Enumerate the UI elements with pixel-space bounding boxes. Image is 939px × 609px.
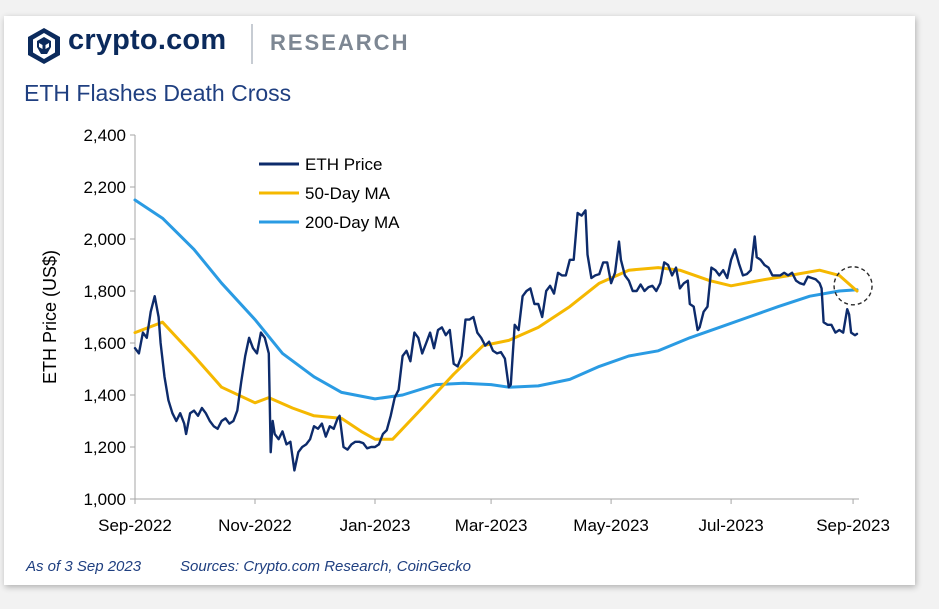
- y-tick-label: 1,400: [83, 386, 126, 405]
- sources-note: Sources: Crypto.com Research, CoinGecko: [180, 558, 471, 575]
- x-tick-label: May-2023: [573, 516, 649, 535]
- y-tick-label: 1,200: [83, 438, 126, 457]
- y-tick-label: 1,000: [83, 490, 126, 509]
- legend-label: 50-Day MA: [305, 184, 391, 203]
- chart-series-lines: [133, 198, 859, 472]
- death-cross-circle: [833, 266, 873, 306]
- y-axis-title: ETH Price (US$): [40, 250, 60, 384]
- x-tick-label: Nov-2022: [218, 516, 292, 535]
- as-of-note: As of 3 Sep 2023: [26, 558, 142, 575]
- y-tick-label: 2,000: [83, 230, 126, 249]
- header-divider: [251, 24, 253, 64]
- brand-name: crypto.com: [68, 24, 227, 56]
- x-tick-label: Jan-2023: [340, 516, 411, 535]
- y-tick-label: 1,600: [83, 334, 126, 353]
- report-card: crypto.com RESEARCH ETH Flashes Death Cr…: [4, 16, 915, 585]
- crypto-com-lion-shield-icon: [28, 28, 60, 64]
- chart-axes: 1,000 1,200 1,400 1,600 1,800 2,000 2,200 2,400…: [40, 126, 890, 535]
- x-tick-label: Sep-2023: [816, 516, 890, 535]
- y-tick-label: 2,200: [83, 178, 126, 197]
- section-name: RESEARCH: [270, 30, 410, 55]
- x-tick-label: Sep-2022: [98, 516, 172, 535]
- eth-price-chart: 1,000 1,200 1,400 1,600 1,800 2,000 2,200 2,400…: [40, 126, 890, 535]
- legend-label: 200-Day MA: [305, 213, 400, 232]
- x-tick-label: Jul-2023: [698, 516, 763, 535]
- x-tick-label: Mar-2023: [455, 516, 528, 535]
- y-tick-label: 2,400: [83, 126, 126, 145]
- chart-annotation: [833, 266, 873, 306]
- legend-label: ETH Price: [305, 155, 382, 174]
- series-line-200-day-ma: [133, 198, 859, 401]
- chart-title: ETH Flashes Death Cross: [24, 80, 292, 106]
- chart-legend: ETH Price 50-Day MA 200-Day MA: [259, 155, 400, 232]
- series-line-50-day-ma: [133, 266, 859, 441]
- series-line-eth-price: [133, 209, 859, 472]
- y-tick-label: 1,800: [83, 282, 126, 301]
